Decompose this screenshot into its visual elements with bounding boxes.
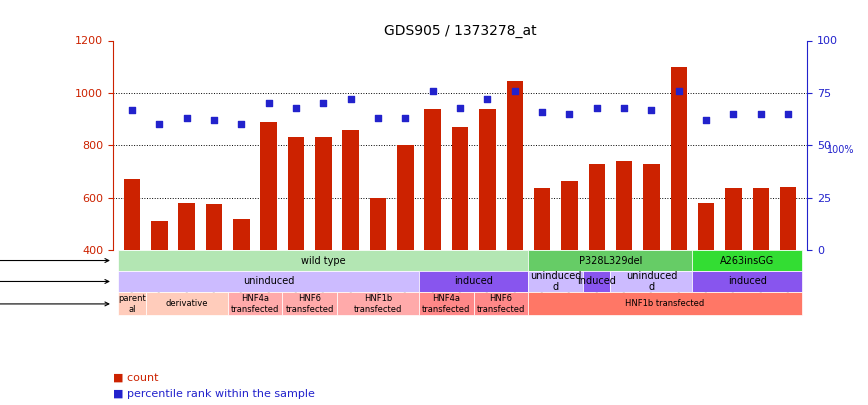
Point [234,121,248,128]
FancyBboxPatch shape [610,271,693,292]
Bar [179,203,194,250]
Text: ■ count: ■ count [113,373,158,383]
Text: uninduced
d: uninduced d [530,271,582,292]
Text: induced: induced [577,277,616,286]
Bar [370,198,386,250]
Text: derivative: derivative [166,299,208,309]
Bar [288,137,304,250]
Bar [233,219,249,250]
Bar [343,130,358,250]
Text: cell line: cell line [0,299,108,309]
Bar [780,187,796,250]
Point [344,96,358,102]
FancyBboxPatch shape [693,250,802,271]
Text: HNF1b transfected: HNF1b transfected [626,299,705,309]
FancyBboxPatch shape [118,271,419,292]
Point [372,115,385,121]
Bar [534,188,550,250]
Text: HNF1b
transfected: HNF1b transfected [354,294,402,313]
Text: ■ percentile rank within the sample: ■ percentile rank within the sample [113,389,315,399]
FancyBboxPatch shape [419,271,529,292]
FancyBboxPatch shape [529,271,583,292]
Text: induced: induced [727,277,766,286]
Bar [643,164,660,250]
Text: HNF6
transfected: HNF6 transfected [477,294,525,313]
Bar [671,67,687,250]
Point [672,87,686,94]
Point [781,111,795,117]
Text: uninduced
d: uninduced d [626,271,677,292]
Bar [507,81,523,250]
Y-axis label: 100%: 100% [827,145,854,155]
Point [589,104,603,111]
Point [699,117,713,124]
Bar [315,137,332,250]
Bar [698,203,714,250]
Bar [589,164,605,250]
Point [317,100,331,107]
FancyBboxPatch shape [693,271,802,292]
FancyBboxPatch shape [474,292,529,315]
FancyBboxPatch shape [529,250,693,271]
Bar [260,122,277,250]
Text: uninduced: uninduced [243,277,294,286]
Point [398,115,412,121]
FancyBboxPatch shape [529,292,802,315]
Bar [616,161,632,250]
FancyBboxPatch shape [337,292,419,315]
Text: P328L329del: P328L329del [579,256,642,266]
FancyBboxPatch shape [146,292,227,315]
Text: wild type: wild type [301,256,345,266]
Point [153,121,167,128]
Point [727,111,740,117]
Bar [398,145,413,250]
Bar [562,181,577,250]
Point [453,104,467,111]
Bar [424,109,441,250]
Point [562,111,576,117]
Point [753,111,767,117]
Text: induced: induced [454,277,493,286]
FancyBboxPatch shape [118,250,529,271]
Point [480,96,494,102]
Text: genotype/variation: genotype/variation [0,256,108,266]
Text: parent
al: parent al [118,294,146,313]
Point [617,104,631,111]
FancyBboxPatch shape [419,292,474,315]
FancyBboxPatch shape [282,292,337,315]
Point [207,117,221,124]
Bar [206,204,222,250]
Text: HNF4a
transfected: HNF4a transfected [231,294,279,313]
Bar [151,221,168,250]
Point [508,87,522,94]
Point [125,107,139,113]
Text: HNF4a
transfected: HNF4a transfected [422,294,470,313]
Point [426,87,440,94]
Bar [124,179,140,250]
Point [644,107,658,113]
Bar [753,188,769,250]
Point [289,104,303,111]
Point [535,109,549,115]
Title: GDS905 / 1373278_at: GDS905 / 1373278_at [384,24,536,38]
Text: A263insGG: A263insGG [720,256,774,266]
Bar [726,188,741,250]
FancyBboxPatch shape [227,292,282,315]
FancyBboxPatch shape [118,292,146,315]
Text: protocol: protocol [0,277,108,286]
Text: HNF6
transfected: HNF6 transfected [286,294,334,313]
Bar [452,127,468,250]
Point [180,115,194,121]
Bar [479,109,496,250]
FancyBboxPatch shape [583,271,610,292]
Point [262,100,276,107]
